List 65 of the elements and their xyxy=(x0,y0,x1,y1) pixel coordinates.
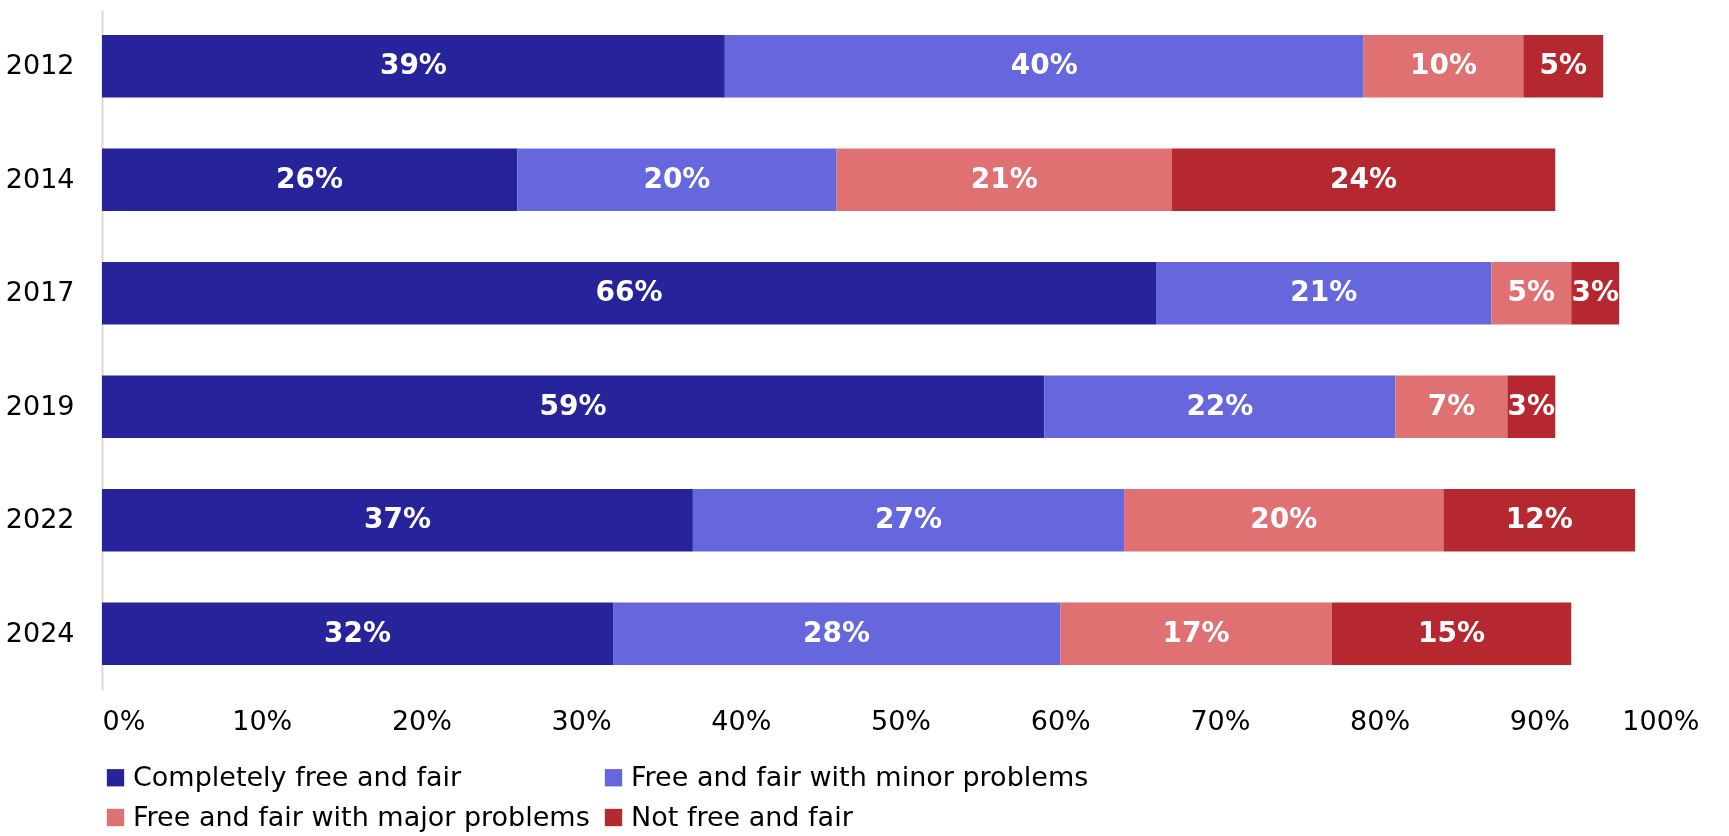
y-tick-label: 2022 xyxy=(5,503,75,535)
data-label: 32% xyxy=(324,615,392,649)
x-tick-label: 90% xyxy=(1509,704,1570,736)
bar xyxy=(836,148,1172,211)
data-label: 17% xyxy=(1162,615,1230,649)
bar xyxy=(1171,148,1556,211)
data-label: 66% xyxy=(595,275,663,309)
x-tick-label: 80% xyxy=(1350,704,1411,736)
legend-label: Free and fair with major problems xyxy=(133,800,590,832)
x-tick-label: 70% xyxy=(1190,704,1251,736)
x-tick-label: 0% xyxy=(102,704,146,736)
bar xyxy=(1395,375,1508,438)
data-label: 20% xyxy=(1250,502,1318,536)
bar xyxy=(1443,489,1636,552)
data-label: 5% xyxy=(1539,48,1588,82)
data-label: 12% xyxy=(1505,502,1573,536)
data-label: 26% xyxy=(276,161,344,195)
bar xyxy=(102,34,725,98)
data-label: 39% xyxy=(379,48,447,82)
data-label: 15% xyxy=(1417,615,1485,649)
legend-label: Completely free and fair xyxy=(133,760,462,792)
bar xyxy=(613,602,1061,666)
bar xyxy=(1044,375,1396,438)
data-label: 3% xyxy=(1571,275,1619,309)
data-label: 59% xyxy=(539,388,607,422)
data-label: 28% xyxy=(803,615,871,649)
bar xyxy=(517,148,837,211)
legend-label: Not free and fair xyxy=(631,800,854,832)
bar xyxy=(1156,262,1492,325)
bar xyxy=(692,489,1125,552)
data-label: 22% xyxy=(1186,388,1254,422)
x-tick-label: 10% xyxy=(232,704,293,736)
x-tick-label: 60% xyxy=(1030,704,1091,736)
x-tick-label: 30% xyxy=(551,704,612,736)
y-tick-label: 2017 xyxy=(5,276,75,308)
bar xyxy=(1331,602,1572,666)
data-label: 7% xyxy=(1427,388,1476,422)
data-label: 21% xyxy=(970,161,1038,195)
data-label: 24% xyxy=(1330,161,1398,195)
data-label: 20% xyxy=(643,161,711,195)
data-label: 40% xyxy=(1010,48,1078,82)
x-tick-label: 40% xyxy=(711,704,772,736)
data-label: 21% xyxy=(1290,275,1358,309)
data-label: 10% xyxy=(1409,48,1477,82)
legend-label: Free and fair with minor problems xyxy=(631,760,1089,792)
y-tick-label: 2024 xyxy=(5,616,75,648)
bar xyxy=(1060,602,1332,666)
y-tick-label: 2014 xyxy=(5,162,75,194)
bar xyxy=(102,148,518,211)
bar xyxy=(102,602,614,666)
bar xyxy=(724,34,1364,98)
bar xyxy=(1124,489,1444,552)
x-tick-label: 100% xyxy=(1622,704,1700,736)
bar xyxy=(1363,34,1524,98)
bar xyxy=(102,262,1157,325)
x-tick-label: 20% xyxy=(391,704,452,736)
bar xyxy=(102,375,1045,438)
data-label: 27% xyxy=(874,502,942,536)
y-tick-label: 2019 xyxy=(5,389,75,421)
data-label: 37% xyxy=(363,502,431,536)
x-tick-label: 50% xyxy=(870,704,932,736)
data-label: 5% xyxy=(1507,275,1556,309)
data-label: 3% xyxy=(1507,388,1556,422)
y-tick-label: 2012 xyxy=(5,49,75,81)
bar xyxy=(102,489,693,552)
